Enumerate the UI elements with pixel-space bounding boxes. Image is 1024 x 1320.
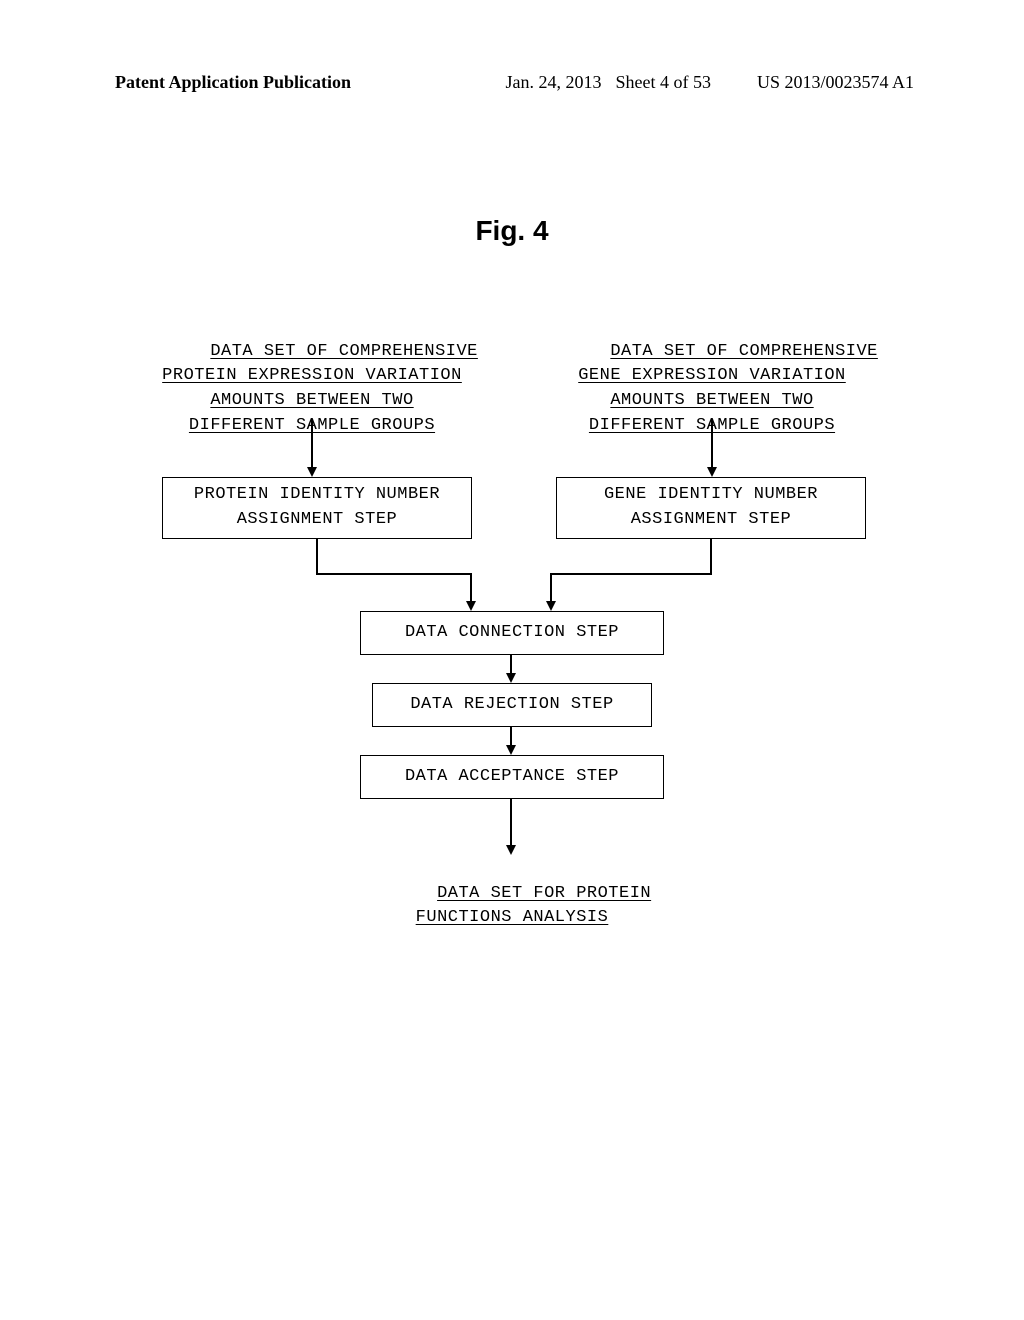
- arrow-left-1: [311, 419, 313, 469]
- node-gene-identity-text: GENE IDENTITY NUMBER ASSIGNMENT STEP: [604, 483, 818, 532]
- node-protein-identity: PROTEIN IDENTITY NUMBER ASSIGNMENT STEP: [162, 477, 472, 539]
- header-sheet: Sheet 4 of 53: [615, 72, 710, 93]
- arrow-right-1: [711, 419, 713, 469]
- arrowhead-conn-rej: [506, 673, 516, 683]
- node-right-input-text: DATA SET OF COMPREHENSIVE GENE EXPRESSIO…: [578, 342, 878, 435]
- header-right-group: Jan. 24, 2013 Sheet 4 of 53 US 2013/0023…: [505, 72, 914, 93]
- page: Patent Application Publication Jan. 24, …: [0, 0, 1024, 1320]
- node-output-text: DATA SET FOR PROTEIN FUNCTIONS ANALYSIS: [416, 884, 651, 928]
- figure-label: Fig. 4: [0, 215, 1024, 247]
- node-data-acceptance: DATA ACCEPTANCE STEP: [360, 755, 664, 799]
- arrow-right-elbow-v2: [550, 573, 552, 603]
- arrow-right-elbow-h: [550, 573, 712, 575]
- arrow-rej-acc: [510, 727, 512, 747]
- header-spacer: [725, 72, 743, 93]
- node-left-input-text: DATA SET OF COMPREHENSIVE PROTEIN EXPRES…: [162, 342, 478, 435]
- node-protein-identity-text: PROTEIN IDENTITY NUMBER ASSIGNMENT STEP: [194, 483, 440, 532]
- arrow-right-elbow-v1: [710, 539, 712, 575]
- arrowhead-rej-acc: [506, 745, 516, 755]
- header-date: Jan. 24, 2013: [505, 72, 601, 93]
- flowchart: DATA SET OF COMPREHENSIVE PROTEIN EXPRES…: [132, 315, 892, 1035]
- arrowhead-left-1: [307, 467, 317, 477]
- node-data-acceptance-text: DATA ACCEPTANCE STEP: [405, 765, 619, 790]
- arrow-left-elbow-v2: [470, 573, 472, 603]
- arrowhead-left-elbow: [466, 601, 476, 611]
- arrowhead-right-elbow: [546, 601, 556, 611]
- header-left: Patent Application Publication: [115, 72, 351, 93]
- arrow-left-elbow-v1: [316, 539, 318, 575]
- arrowhead-acc-out: [506, 845, 516, 855]
- arrow-left-elbow-h: [316, 573, 472, 575]
- arrow-conn-rej: [510, 655, 512, 675]
- header-pubno: US 2013/0023574 A1: [757, 72, 914, 93]
- node-data-rejection: DATA REJECTION STEP: [372, 683, 652, 727]
- node-gene-identity: GENE IDENTITY NUMBER ASSIGNMENT STEP: [556, 477, 866, 539]
- node-output: DATA SET FOR PROTEIN FUNCTIONS ANALYSIS: [332, 857, 692, 956]
- arrowhead-right-1: [707, 467, 717, 477]
- node-data-connection-text: DATA CONNECTION STEP: [405, 621, 619, 646]
- page-header: Patent Application Publication Jan. 24, …: [0, 72, 1024, 93]
- node-data-rejection-text: DATA REJECTION STEP: [410, 693, 613, 718]
- arrow-acc-out: [510, 799, 512, 847]
- node-data-connection: DATA CONNECTION STEP: [360, 611, 664, 655]
